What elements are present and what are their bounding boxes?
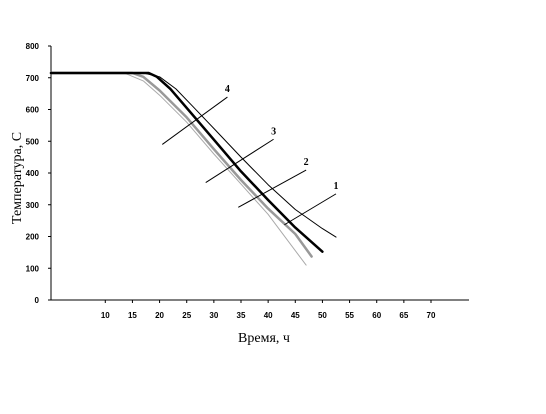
y-tick-label: 300 [26, 201, 40, 210]
curve-label-layer: 1 2 3 4 [225, 84, 339, 192]
x-tick-label: 15 [128, 311, 137, 320]
x-tick-label: 50 [318, 311, 327, 320]
series-line-3 [49, 71, 313, 258]
curve-pointer-2 [238, 169, 307, 208]
curve-label-3: 3 [271, 126, 276, 137]
x-axis-title: Время, ч [238, 331, 290, 346]
y-tick-label: 200 [26, 233, 40, 242]
curve-pointer-3 [205, 138, 274, 183]
x-tick-label: 40 [264, 311, 273, 320]
y-axis-ticks: 0 100 200 300 400 500 600 700 800 [26, 42, 51, 305]
y-tick-label: 400 [26, 169, 40, 178]
series-line-1 [50, 72, 337, 238]
pointer-layer [161, 96, 337, 226]
y-tick-label: 500 [26, 137, 40, 146]
y-tick-label: 700 [26, 74, 40, 83]
x-tick-label: 70 [427, 311, 436, 320]
x-tick-label: 55 [345, 311, 354, 320]
y-axis-title: Температура, С [10, 132, 25, 224]
x-tick-label: 45 [291, 311, 300, 320]
x-tick-label: 25 [182, 311, 191, 320]
series-layer [49, 71, 337, 266]
y-tick-label: 0 [35, 296, 40, 305]
curve-label-2: 2 [304, 157, 309, 168]
series-line-4 [50, 72, 307, 266]
x-tick-label: 65 [399, 311, 408, 320]
x-axis-ticks: 10 15 20 25 30 35 40 45 50 55 60 65 70 [101, 300, 436, 320]
y-tick-label: 100 [26, 264, 40, 273]
curve-pointer-4 [161, 96, 228, 145]
curve-label-1: 1 [334, 181, 339, 192]
x-tick-label: 60 [372, 311, 381, 320]
x-tick-label: 20 [155, 311, 164, 320]
x-tick-label: 30 [209, 311, 218, 320]
y-tick-label: 800 [26, 42, 40, 51]
curve-label-4: 4 [225, 84, 230, 95]
x-tick-label: 35 [237, 311, 246, 320]
y-tick-label: 600 [26, 106, 40, 115]
x-tick-label: 10 [101, 311, 110, 320]
curve-pointer-1 [284, 193, 337, 226]
